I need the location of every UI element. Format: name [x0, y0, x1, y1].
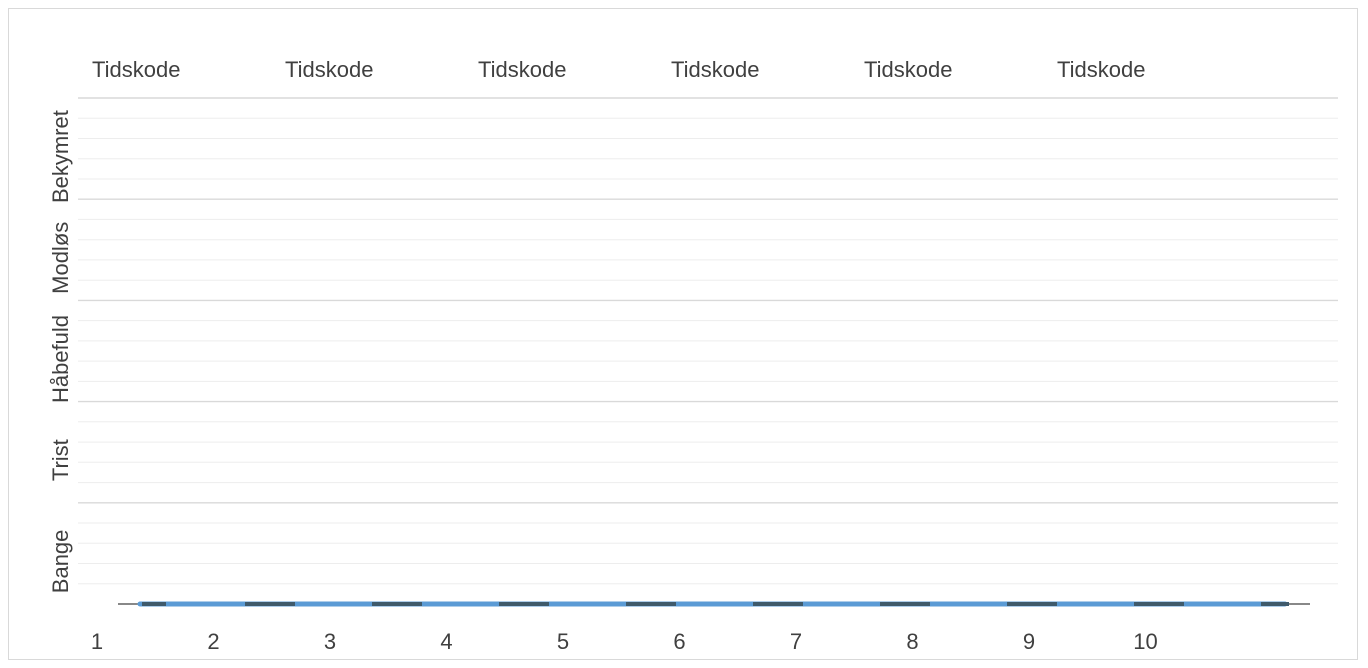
data-point	[1134, 602, 1184, 606]
y-category-label: Modløs	[48, 222, 73, 294]
x-tick-label: 7	[790, 629, 802, 654]
y-category-label: Håbefuld	[48, 315, 73, 403]
data-point	[372, 602, 422, 606]
top-label: Tidskode	[671, 57, 759, 82]
y-category-label: Bekymret	[48, 110, 73, 203]
x-tick-label: 9	[1023, 629, 1035, 654]
y-category-label: Bange	[48, 530, 73, 594]
data-point	[626, 602, 676, 606]
data-point	[499, 602, 549, 606]
x-tick-label: 3	[324, 629, 336, 654]
top-label: Tidskode	[1057, 57, 1145, 82]
data-point	[142, 602, 166, 606]
x-tick-label: 6	[673, 629, 685, 654]
top-label: Tidskode	[478, 57, 566, 82]
top-label: Tidskode	[864, 57, 952, 82]
x-tick-label: 1	[91, 629, 103, 654]
data-point	[1261, 602, 1289, 606]
data-point	[880, 602, 930, 606]
x-tick-label: 10	[1133, 629, 1157, 654]
x-tick-label: 2	[207, 629, 219, 654]
y-category-label: Trist	[48, 439, 73, 481]
data-point	[753, 602, 803, 606]
x-tick-label: 5	[557, 629, 569, 654]
x-tick-label: 4	[440, 629, 452, 654]
data-point	[1007, 602, 1057, 606]
chart-frame	[8, 8, 1358, 660]
x-tick-label: 8	[906, 629, 918, 654]
top-label: Tidskode	[92, 57, 180, 82]
top-label: Tidskode	[285, 57, 373, 82]
data-point	[245, 602, 295, 606]
